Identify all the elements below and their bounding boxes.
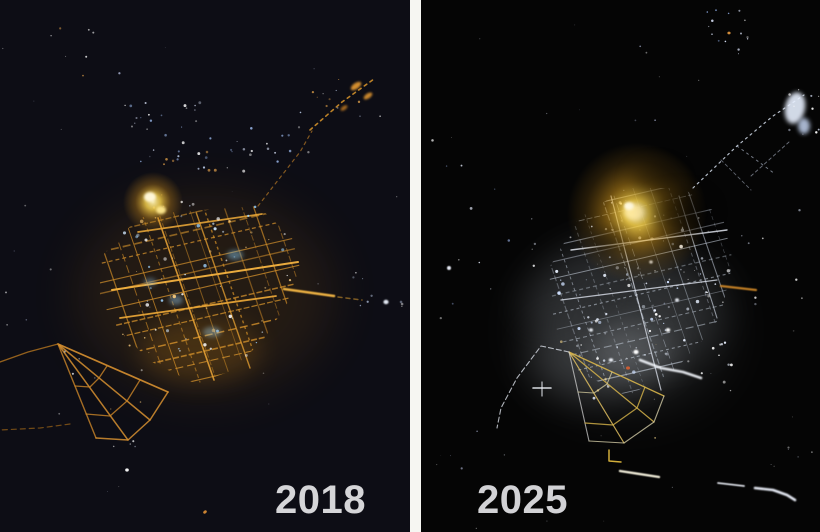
- photo-canvas-2025: [421, 0, 820, 532]
- year-label-2025: 2025: [477, 478, 568, 522]
- photo-2018-svg: [0, 27, 404, 514]
- year-label-2018: 2018: [275, 478, 366, 522]
- photo-2025-svg: [431, 9, 820, 529]
- satellite-photo-2018: 2018: [0, 0, 410, 532]
- photo-canvas-2018: [0, 27, 404, 514]
- satellite-photo-2025: 2025: [421, 0, 820, 532]
